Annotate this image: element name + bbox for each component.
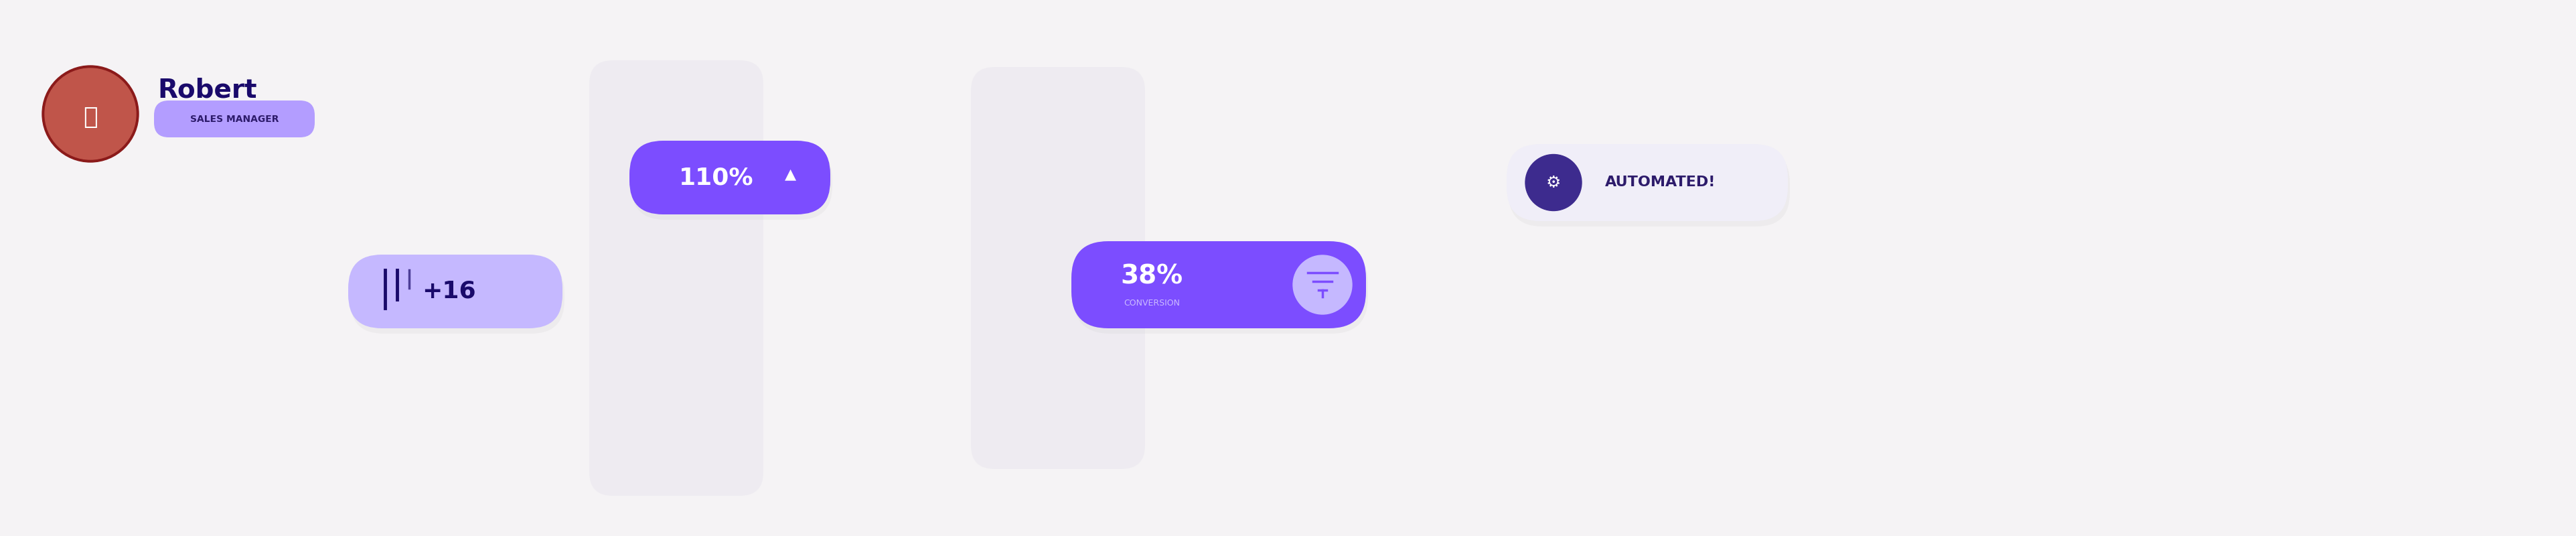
Text: 110%: 110% [680, 166, 755, 189]
FancyBboxPatch shape [1074, 247, 1368, 333]
FancyBboxPatch shape [629, 140, 829, 214]
Text: CONVERSION: CONVERSION [1123, 299, 1180, 308]
Text: ⚙: ⚙ [1546, 175, 1561, 191]
FancyBboxPatch shape [1072, 241, 1365, 328]
Text: AUTOMATED!: AUTOMATED! [1605, 176, 1716, 189]
FancyBboxPatch shape [590, 60, 762, 496]
Circle shape [1525, 154, 1582, 211]
Text: ▲: ▲ [783, 167, 796, 181]
FancyBboxPatch shape [631, 146, 832, 220]
FancyBboxPatch shape [1507, 150, 1790, 226]
Circle shape [41, 65, 139, 162]
FancyBboxPatch shape [350, 260, 564, 333]
Text: SALES MANAGER: SALES MANAGER [191, 114, 278, 124]
Text: 👤: 👤 [82, 106, 98, 129]
FancyBboxPatch shape [971, 67, 1144, 469]
FancyBboxPatch shape [155, 101, 314, 137]
Text: Robert: Robert [157, 78, 258, 103]
Text: 38%: 38% [1121, 264, 1182, 289]
Circle shape [44, 68, 137, 160]
FancyBboxPatch shape [1507, 144, 1788, 221]
FancyBboxPatch shape [348, 255, 562, 328]
Text: +16: +16 [422, 280, 477, 303]
Circle shape [1293, 255, 1352, 314]
